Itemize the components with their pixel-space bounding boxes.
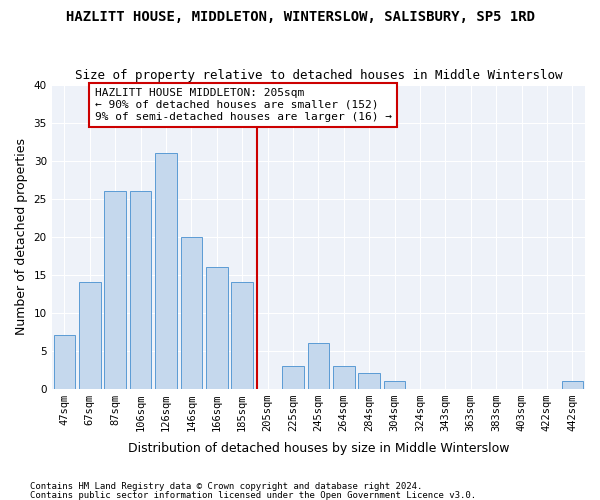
- Bar: [562, 381, 583, 388]
- Bar: [308, 343, 329, 388]
- Bar: [79, 282, 101, 389]
- Bar: [358, 374, 380, 388]
- Bar: [181, 236, 202, 388]
- Bar: [206, 267, 227, 388]
- Text: Contains HM Land Registry data © Crown copyright and database right 2024.: Contains HM Land Registry data © Crown c…: [30, 482, 422, 491]
- X-axis label: Distribution of detached houses by size in Middle Winterslow: Distribution of detached houses by size …: [128, 442, 509, 455]
- Bar: [384, 381, 406, 388]
- Bar: [282, 366, 304, 388]
- Y-axis label: Number of detached properties: Number of detached properties: [15, 138, 28, 335]
- Text: HAZLITT HOUSE, MIDDLETON, WINTERSLOW, SALISBURY, SP5 1RD: HAZLITT HOUSE, MIDDLETON, WINTERSLOW, SA…: [65, 10, 535, 24]
- Title: Size of property relative to detached houses in Middle Winterslow: Size of property relative to detached ho…: [74, 69, 562, 82]
- Bar: [155, 153, 177, 388]
- Bar: [333, 366, 355, 388]
- Bar: [232, 282, 253, 389]
- Bar: [104, 191, 126, 388]
- Text: HAZLITT HOUSE MIDDLETON: 205sqm
← 90% of detached houses are smaller (152)
9% of: HAZLITT HOUSE MIDDLETON: 205sqm ← 90% of…: [95, 88, 392, 122]
- Bar: [130, 191, 151, 388]
- Bar: [53, 336, 75, 388]
- Text: Contains public sector information licensed under the Open Government Licence v3: Contains public sector information licen…: [30, 490, 476, 500]
